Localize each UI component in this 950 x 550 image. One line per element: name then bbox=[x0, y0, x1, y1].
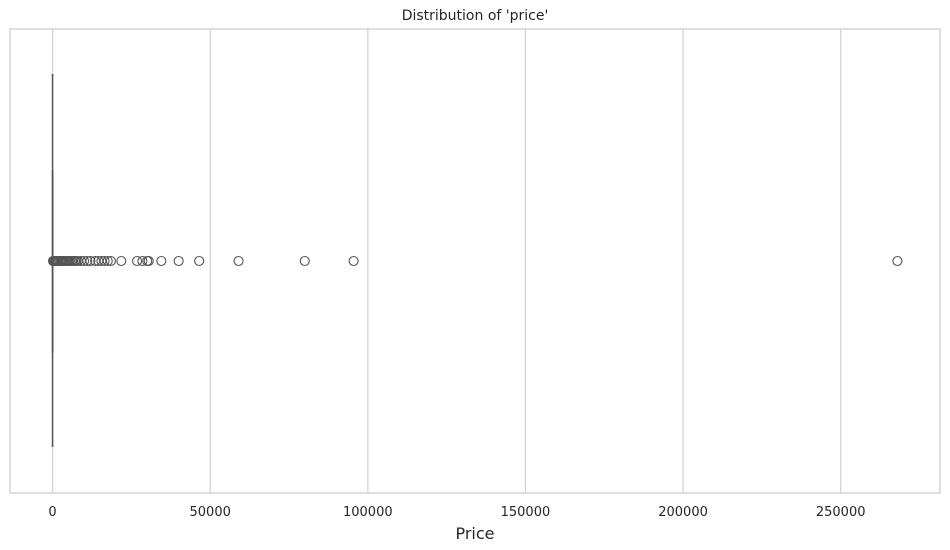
x-tick-label: 100000 bbox=[343, 505, 393, 520]
x-tick-label: 250000 bbox=[816, 505, 866, 520]
x-axis-label: Price bbox=[455, 524, 494, 543]
outlier-point bbox=[85, 255, 96, 267]
grid-lines bbox=[51, 29, 842, 493]
outlier-point bbox=[137, 255, 148, 267]
x-tick-labels: 0 50000 100000 150000 200000 250000 bbox=[48, 505, 865, 520]
x-tick-label: 50000 bbox=[190, 505, 231, 520]
outlier-point bbox=[156, 255, 167, 267]
chart-title: Distribution of 'price' bbox=[402, 8, 549, 24]
outlier-point bbox=[233, 255, 244, 267]
outlier-point bbox=[99, 255, 110, 267]
outlier-point bbox=[892, 255, 903, 267]
plot-frame bbox=[9, 28, 941, 494]
outlier-points bbox=[47, 255, 903, 267]
outlier-point bbox=[116, 255, 127, 267]
outlier-point bbox=[102, 255, 113, 267]
outlier-point bbox=[173, 255, 184, 267]
outlier-point bbox=[105, 255, 116, 267]
x-tick-label: 150000 bbox=[501, 505, 551, 520]
x-tick-label: 0 bbox=[48, 505, 56, 520]
x-tick-label: 200000 bbox=[658, 505, 708, 520]
outlier-point bbox=[143, 255, 154, 267]
outlier-point bbox=[348, 255, 359, 267]
outlier-point bbox=[131, 255, 143, 267]
outlier-point bbox=[79, 255, 90, 267]
outlier-point bbox=[299, 255, 310, 267]
outlier-point bbox=[194, 255, 205, 267]
outlier-point bbox=[82, 255, 93, 267]
